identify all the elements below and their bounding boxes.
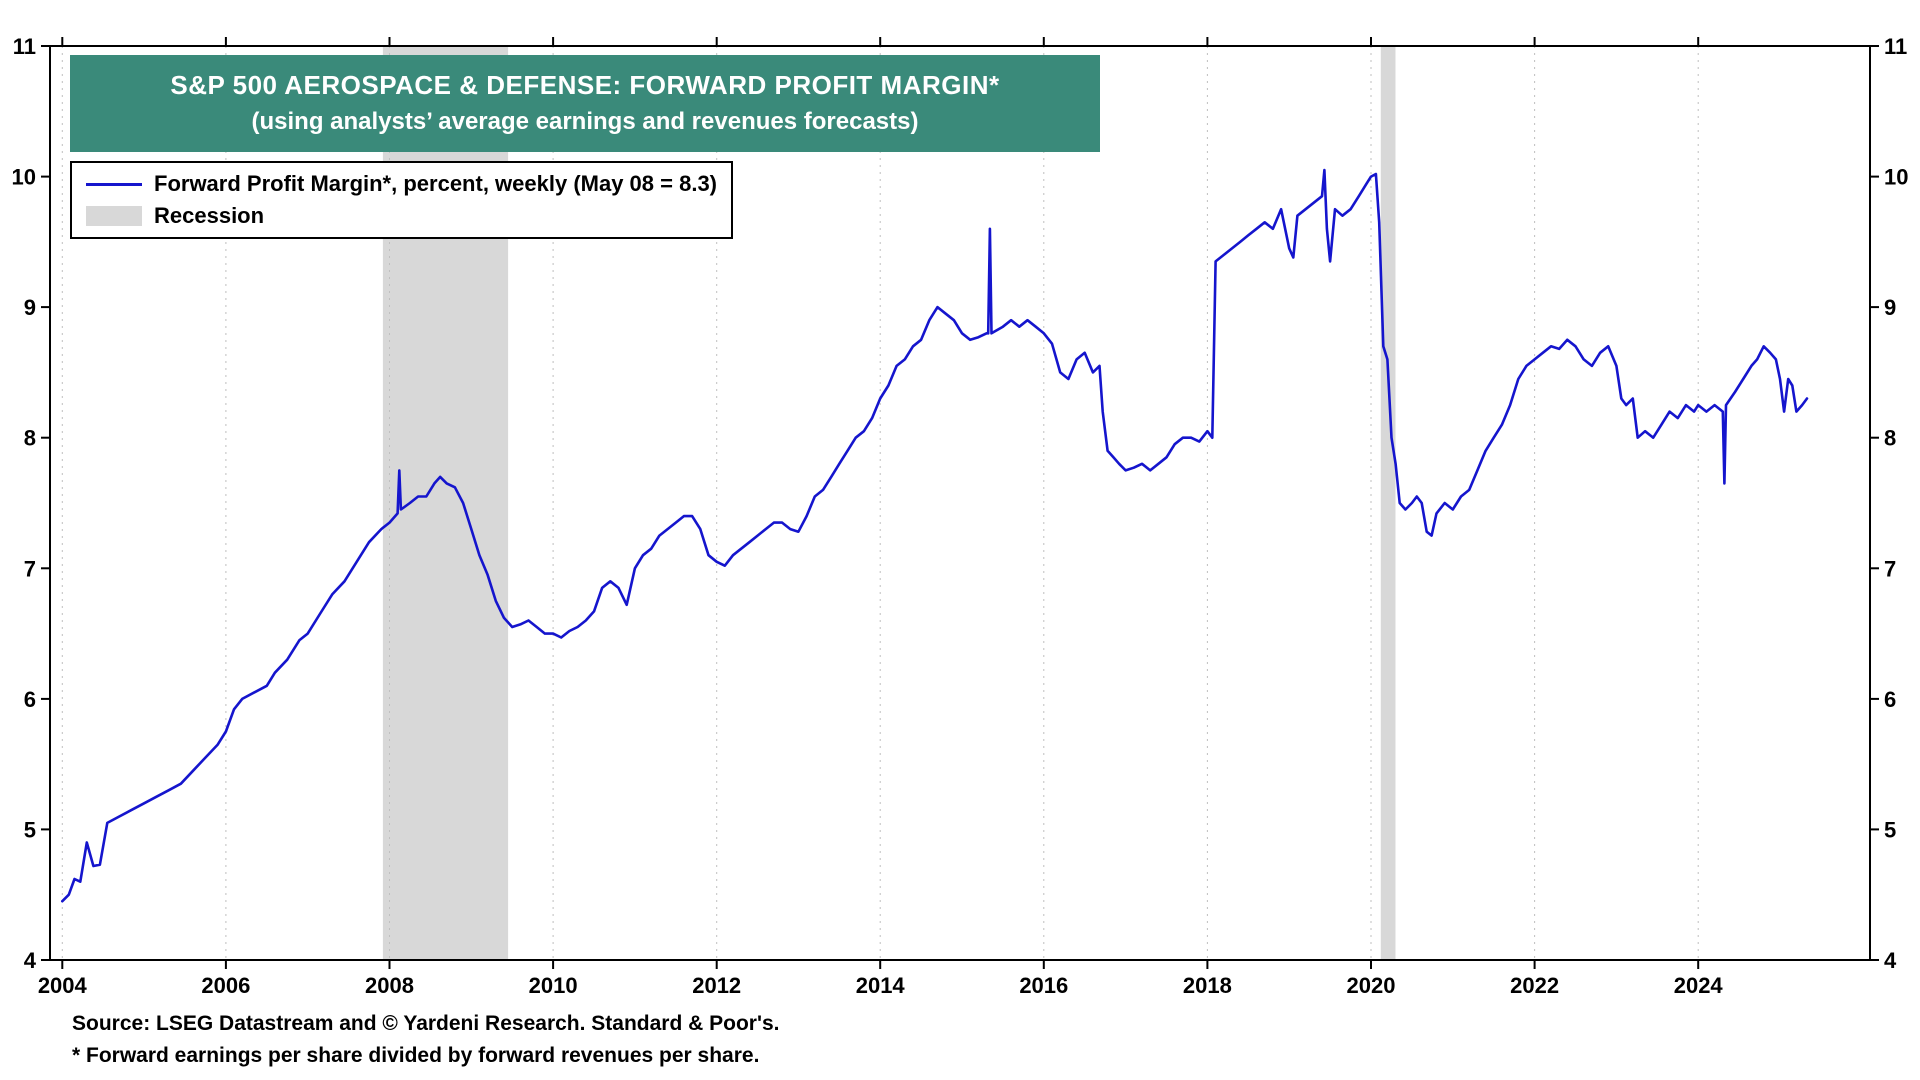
x-tick-label: 2004 <box>38 973 88 998</box>
x-tick-label: 2012 <box>692 973 741 998</box>
legend: Forward Profit Margin*, percent, weekly … <box>70 161 734 239</box>
plot-border <box>49 45 1871 961</box>
x-tick-label: 2020 <box>1347 973 1396 998</box>
profit-margin-line <box>60 168 1809 903</box>
x-tick-label: 2022 <box>1510 973 1559 998</box>
y-tick-label-right: 6 <box>1884 687 1896 712</box>
source-text: Source: LSEG Datastream and © Yardeni Re… <box>72 1012 780 1035</box>
legend-recession-label: Recession <box>154 203 265 228</box>
y-tick-label-left: 8 <box>24 426 36 451</box>
legend-series-label: Forward Profit Margin*, percent, weekly … <box>154 171 718 196</box>
recession-swatch-icon <box>86 206 142 226</box>
y-tick-label-right: 9 <box>1884 295 1896 320</box>
y-tick-label-right: 11 <box>1884 34 1907 59</box>
x-tick-label: 2008 <box>365 973 414 998</box>
y-tick-label-left: 5 <box>24 817 36 842</box>
y-tick-label-right: 5 <box>1884 817 1896 842</box>
chart-title: S&P 500 AEROSPACE & DEFENSE: FORWARD PRO… <box>170 70 1000 100</box>
series-line-swatch-icon <box>86 182 142 186</box>
chart-subtitle: (using analysts’ average earnings and re… <box>251 107 919 135</box>
footnote-text: * Forward earnings per share divided by … <box>72 1044 760 1067</box>
legend-item-series: Forward Profit Margin*, percent, weekly … <box>86 171 717 197</box>
x-tick-label: 2006 <box>201 973 250 998</box>
x-tick-label: 2014 <box>856 973 906 998</box>
y-tick-label-right: 7 <box>1884 556 1896 581</box>
recession-band <box>1380 46 1396 960</box>
y-tick-label-right: 10 <box>1884 165 1908 190</box>
y-tick-label-right: 4 <box>1884 948 1897 973</box>
title-box: S&P 500 AEROSPACE & DEFENSE: FORWARD PRO… <box>70 55 1100 153</box>
x-tick-label: 2018 <box>1183 973 1232 998</box>
y-tick-label-left: 10 <box>12 165 36 190</box>
x-tick-label: 2010 <box>529 973 578 998</box>
y-tick-label-left: 7 <box>24 556 36 581</box>
y-tick-label-left: 9 <box>24 295 36 320</box>
y-tick-label-right: 8 <box>1884 426 1896 451</box>
legend-item-recession: Recession <box>86 203 717 229</box>
y-tick-label-left: 11 <box>13 34 36 59</box>
y-tick-label-left: 4 <box>24 948 37 973</box>
x-tick-label: 2016 <box>1019 973 1068 998</box>
y-tick-label-left: 6 <box>24 687 36 712</box>
x-tick-label: 2024 <box>1674 973 1724 998</box>
